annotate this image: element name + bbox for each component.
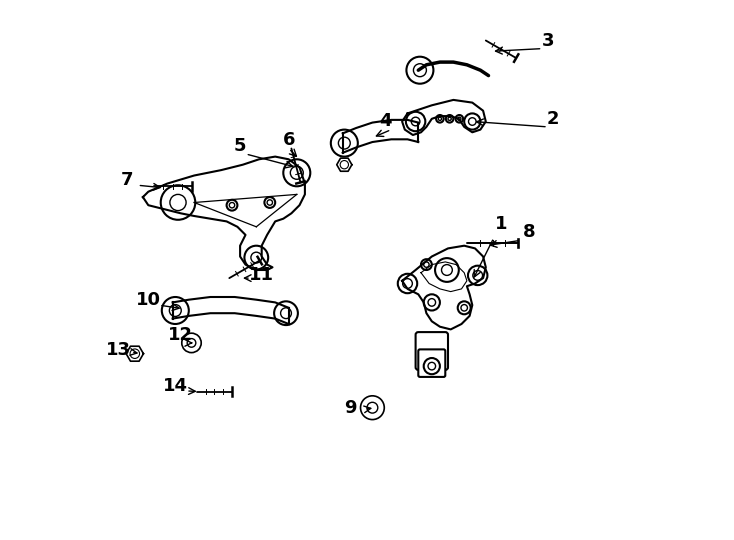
Text: 5: 5	[234, 137, 247, 155]
Text: 8: 8	[523, 223, 535, 241]
Text: 2: 2	[547, 110, 559, 128]
FancyBboxPatch shape	[415, 332, 448, 370]
Text: 14: 14	[163, 377, 188, 395]
Text: 6: 6	[283, 131, 295, 150]
Text: 13: 13	[106, 341, 131, 359]
Text: 3: 3	[542, 31, 554, 50]
Circle shape	[340, 160, 349, 169]
Text: 12: 12	[168, 326, 193, 344]
Text: 1: 1	[495, 215, 507, 233]
FancyBboxPatch shape	[418, 349, 446, 377]
Polygon shape	[402, 246, 486, 329]
Text: 9: 9	[344, 399, 357, 417]
Polygon shape	[402, 100, 486, 135]
Text: 11: 11	[250, 266, 275, 285]
Text: 7: 7	[120, 171, 133, 189]
Polygon shape	[143, 157, 305, 270]
Text: 10: 10	[136, 291, 161, 309]
Text: 4: 4	[379, 112, 392, 131]
Circle shape	[130, 349, 139, 359]
